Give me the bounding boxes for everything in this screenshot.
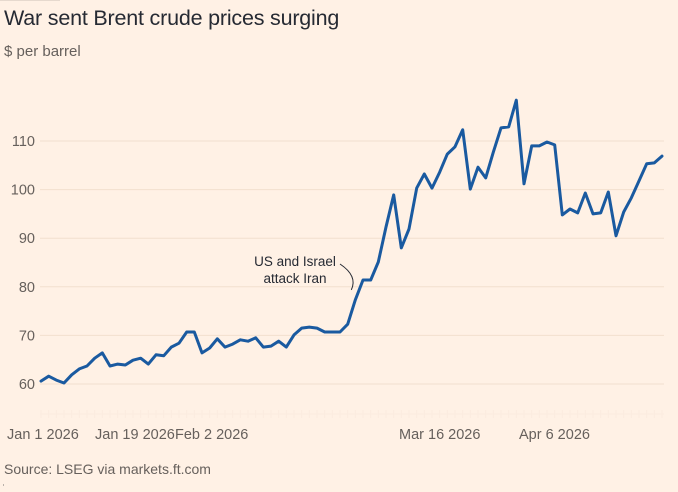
- y-tick-label-60: 60: [19, 377, 35, 393]
- y-tick-label-90: 90: [19, 231, 35, 247]
- source-note: Source: LSEG via markets.ft.com: [4, 461, 211, 477]
- chart-title: War sent Brent crude prices surging: [4, 6, 340, 30]
- y-axis-ticks: 60 70 80 90 100 110: [11, 134, 35, 393]
- x-axis-tick-labels: Jan 1 2026 Jan 19 2026 Feb 2 2026 Mar 16 20…: [7, 427, 590, 443]
- y-tick-label-70: 70: [19, 328, 35, 344]
- y-tick-label-100: 100: [11, 183, 35, 199]
- x-tick-label: Mar 16 2026: [399, 427, 480, 443]
- y-tick-label-110: 110: [12, 134, 35, 150]
- x-tick-label: Apr 6 2026: [519, 427, 590, 443]
- annotation-leader-line: [339, 263, 354, 291]
- x-tick-label: Jan 1 2026: [7, 427, 79, 443]
- x-tick-label: Feb 2 2026: [175, 427, 248, 443]
- x-tick-label: Jan 19 2026: [95, 427, 175, 443]
- y-tick-label-80: 80: [19, 280, 35, 296]
- chart-subtitle: $ per barrel: [4, 43, 81, 60]
- chart-plot: 60 70 80 90 100 110 Jan 1 2026 Jan 19 2026 Feb …: [7, 98, 664, 443]
- series-line-brent-crude: [39, 98, 664, 385]
- annotation-text-line-1: US and Israel: [254, 254, 336, 269]
- footer-mark: [3, 484, 4, 486]
- annotation-text-line-2: attack Iran: [263, 271, 326, 286]
- gridlines: [40, 140, 664, 385]
- top-rule: [0, 0, 60, 1]
- x-axis: [40, 410, 664, 418]
